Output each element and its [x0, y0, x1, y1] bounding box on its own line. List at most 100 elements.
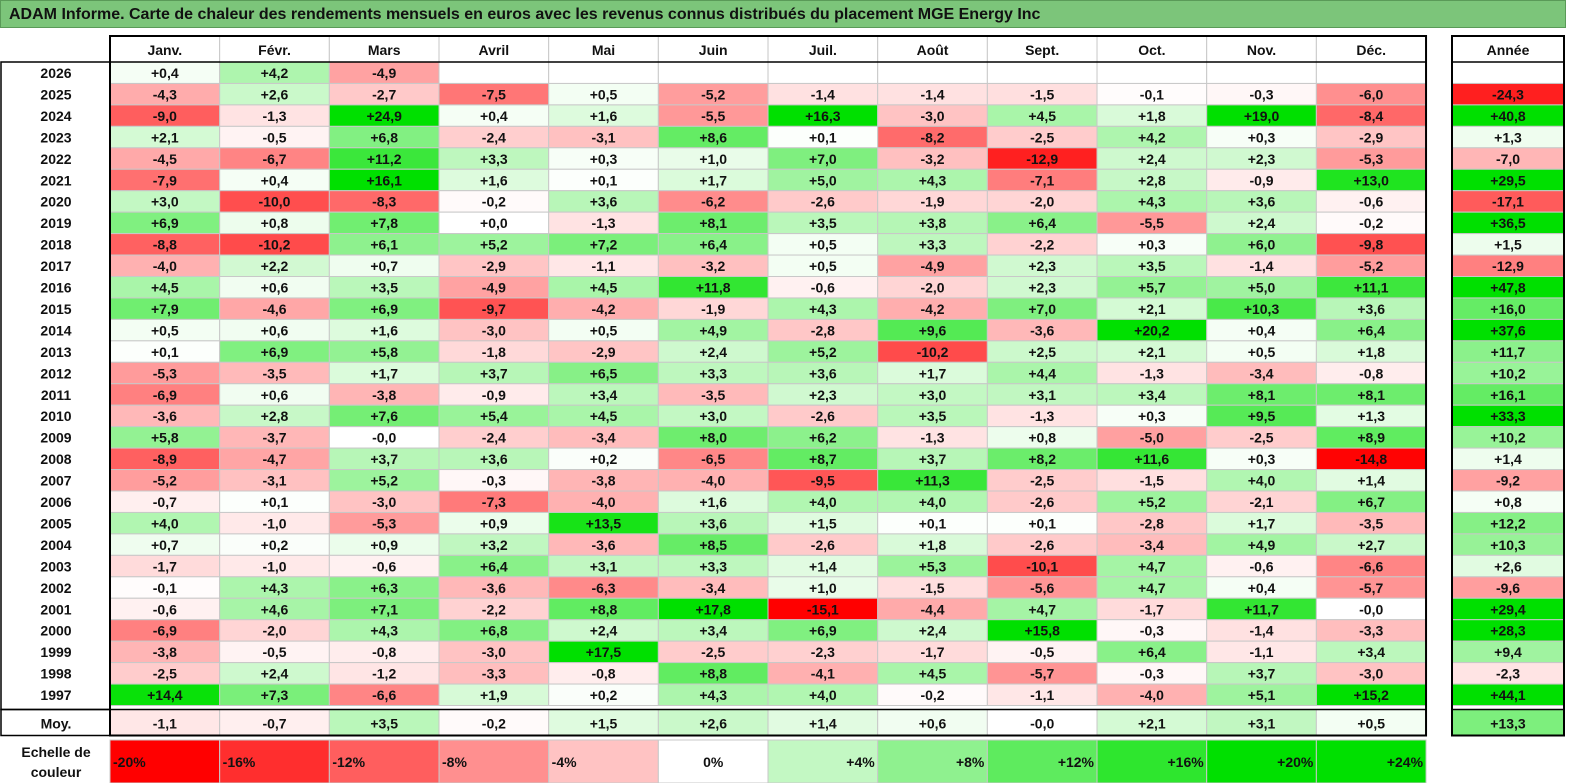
cell-value: -5,3	[153, 365, 177, 381]
cell-value: -1,3	[591, 215, 615, 231]
cell-value: +7,8	[370, 215, 398, 231]
scale-swatch	[877, 739, 988, 783]
row-year-label: 2024	[40, 108, 71, 124]
cell-value: -3,8	[591, 473, 615, 489]
cell-value: +0,4	[480, 108, 508, 124]
cell-value: -6,0	[1359, 86, 1383, 102]
header-cell	[877, 35, 988, 63]
cell-value: -3,7	[262, 430, 286, 446]
cell-value: +4,3	[261, 580, 289, 596]
cell-value: -0,8	[1359, 365, 1383, 381]
cell-value: +3,6	[1248, 194, 1276, 210]
cell-value: +1,8	[919, 537, 947, 553]
month-header: Déc.	[1356, 42, 1386, 58]
month-header: Mai	[592, 42, 615, 58]
cell-value: -3,3	[1359, 623, 1383, 639]
scale-stop-label: +8%	[956, 754, 985, 770]
cell-value: -3,2	[701, 258, 725, 274]
cell-value: -0,1	[153, 580, 177, 596]
cell-value: -10,2	[259, 237, 291, 253]
cell-value: +5,2	[480, 237, 508, 253]
cell-value: +6,5	[590, 365, 618, 381]
cell-value: +2,3	[1028, 258, 1056, 274]
cell-value: -3,8	[153, 644, 177, 660]
chart-title: ADAM Informe. Carte de chaleur des rende…	[9, 6, 1041, 23]
cell-value: +4,0	[151, 515, 179, 531]
cell-value: -1,9	[920, 194, 944, 210]
cell-value: +3,4	[590, 387, 618, 403]
cell-value: +3,4	[1357, 644, 1385, 660]
row-year-label: 2023	[40, 129, 71, 145]
cell-value: -1,4	[920, 86, 944, 102]
cell-value: +4,5	[151, 280, 179, 296]
cell-value: +3,7	[919, 451, 947, 467]
cell-value: -3,0	[482, 644, 506, 660]
annual-value: +36,5	[1490, 215, 1526, 231]
cell-value: +8,1	[1248, 387, 1276, 403]
cell-value: -0,3	[482, 473, 506, 489]
cell-value: -6,3	[591, 580, 615, 596]
annual-value: -9,2	[1496, 473, 1520, 489]
cell-value: -1,1	[1249, 644, 1273, 660]
row-year-label: 1999	[40, 644, 71, 660]
cell-value: -4,0	[701, 473, 725, 489]
cell-value: +3,1	[1028, 387, 1056, 403]
cell-value: +4,3	[699, 687, 727, 703]
cell-value: -1,4	[811, 86, 835, 102]
heatmap-cell	[548, 61, 659, 84]
cell-value: -10,1	[1026, 558, 1058, 574]
header-cell	[657, 35, 769, 63]
cell-value: -6,9	[153, 623, 177, 639]
average-value: +0,5	[1357, 716, 1385, 732]
header-cell	[1451, 35, 1565, 63]
annual-value: +29,4	[1490, 601, 1526, 617]
cell-value: -2,9	[482, 258, 506, 274]
cell-value: -2,9	[1359, 129, 1383, 145]
cell-value: +6,2	[809, 430, 837, 446]
cell-value: +6,9	[151, 215, 179, 231]
month-header: Juin	[699, 42, 728, 58]
cell-value: +13,5	[586, 515, 622, 531]
cell-value: +3,2	[480, 537, 508, 553]
cell-value: +4,5	[590, 408, 618, 424]
cell-value: -3,0	[1359, 666, 1383, 682]
cell-value: -4,0	[591, 494, 615, 510]
header-cell	[767, 35, 879, 63]
cell-value: -0,7	[153, 494, 177, 510]
row-year-label: 2026	[40, 65, 71, 81]
average-value: +0,6	[919, 716, 947, 732]
cell-value: +16,3	[805, 108, 841, 124]
cell-value: +1,7	[370, 365, 398, 381]
cell-value: +4,0	[1248, 473, 1276, 489]
cell-value: +11,7	[1244, 601, 1279, 617]
cell-value: -2,0	[1030, 194, 1054, 210]
cell-value: +8,2	[1028, 451, 1056, 467]
cell-value: -3,4	[1249, 365, 1273, 381]
cell-value: +2,4	[699, 344, 727, 360]
cell-value: +0,6	[261, 322, 289, 338]
annual-value: +28,3	[1490, 623, 1526, 639]
cell-value: +8,9	[1357, 430, 1385, 446]
cell-value: -2,4	[482, 129, 506, 145]
cell-value: +11,1	[1354, 280, 1389, 296]
cell-value: -1,4	[1249, 623, 1273, 639]
cell-value: -12,9	[1026, 151, 1058, 167]
cell-value: +9,6	[919, 322, 947, 338]
cell-value: -1,9	[701, 301, 725, 317]
cell-value: -0,2	[482, 194, 506, 210]
cell-value: +5,0	[1248, 280, 1276, 296]
cell-value: -1,5	[1030, 86, 1054, 102]
cell-value: +8,1	[1357, 387, 1385, 403]
cell-value: -7,5	[482, 86, 506, 102]
row-year-label: 2009	[40, 430, 71, 446]
cell-value: -2,2	[482, 601, 506, 617]
average-value: +3,5	[370, 716, 398, 732]
scale-swatch	[1206, 739, 1317, 783]
cell-value: +17,5	[586, 644, 622, 660]
cell-value: -0,8	[591, 666, 615, 682]
cell-value: -0,3	[1249, 86, 1273, 102]
cell-value: +5,2	[1138, 494, 1166, 510]
cell-value: +2,4	[919, 623, 947, 639]
heatmap-cell	[1315, 61, 1427, 84]
cell-value: +7,0	[1028, 301, 1056, 317]
